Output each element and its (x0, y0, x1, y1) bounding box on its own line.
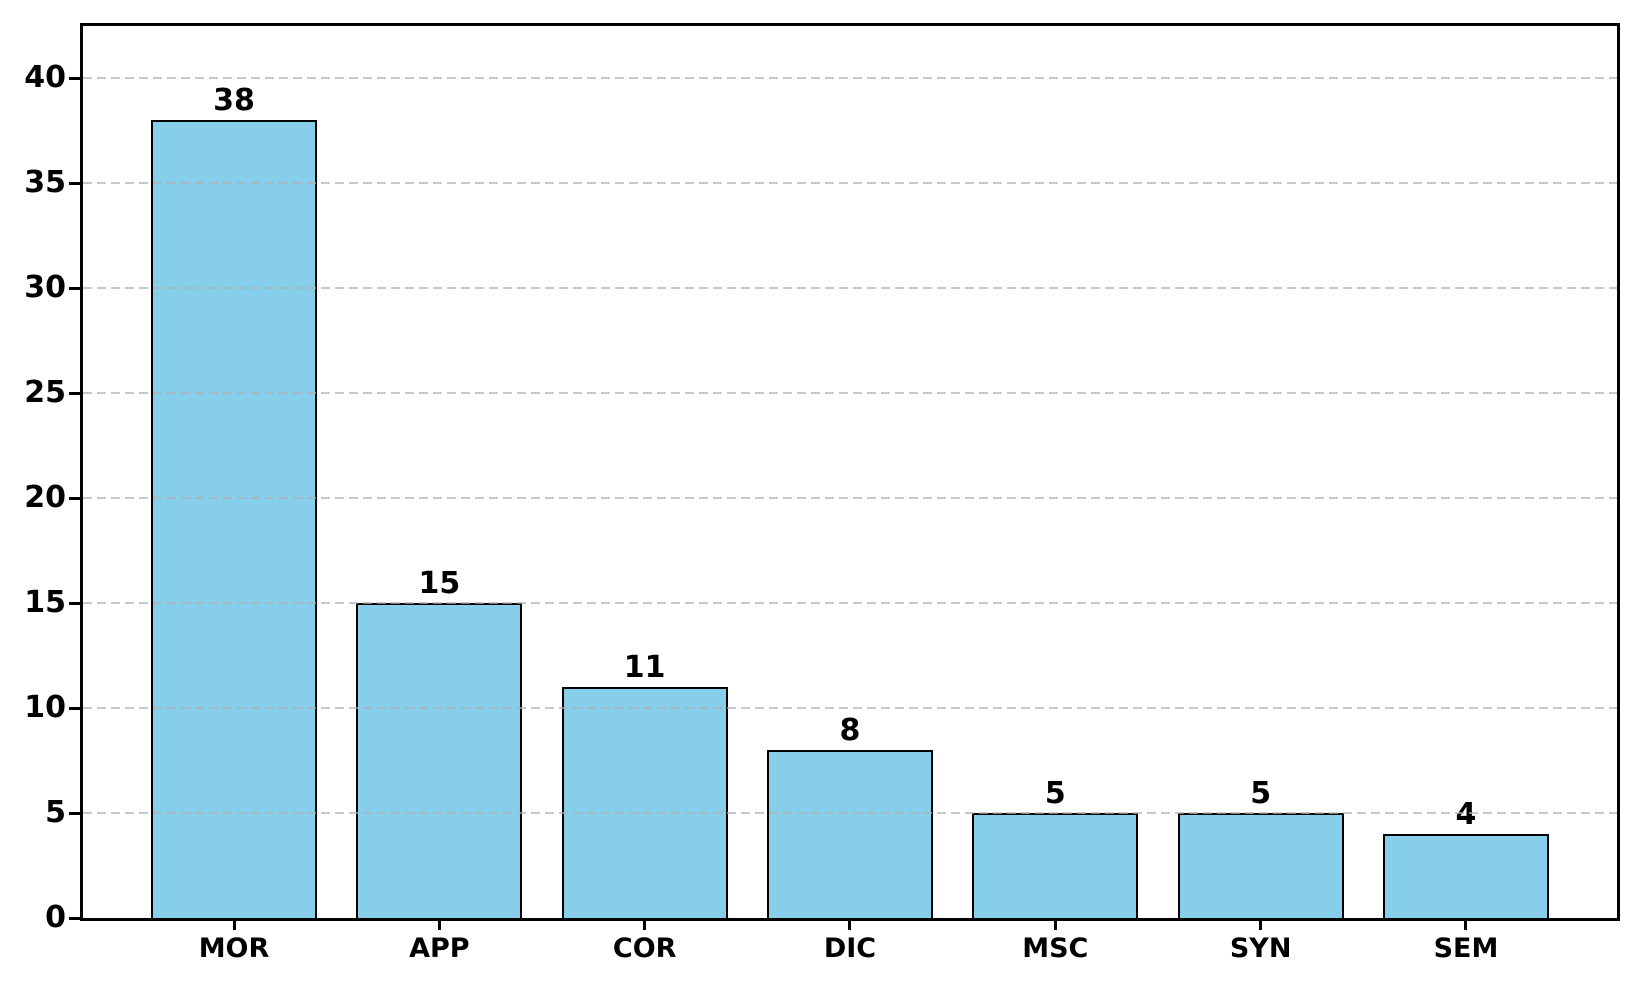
x-tick-mark (643, 921, 647, 930)
y-tick-label: 10 (24, 690, 66, 726)
x-tick-label: SEM (1433, 933, 1499, 964)
y-axis: 0 5 10 15 20 25 30 35 40 (0, 26, 80, 934)
x-tick-mark (1464, 921, 1468, 930)
bars-layer: 38 15 11 8 5 5 4 (83, 26, 1617, 918)
y-tick-label: 40 (24, 60, 66, 96)
bar: 5 (972, 779, 1139, 918)
x-axis-cell: MOR (151, 921, 317, 964)
x-tick-mark (1053, 921, 1057, 930)
x-tick-label: APP (409, 933, 470, 964)
bar: 5 (1177, 779, 1344, 918)
bar: 8 (766, 716, 933, 918)
bar-value-label: 4 (1455, 797, 1477, 833)
y-tick-label: 25 (24, 375, 66, 411)
x-tick-label: DIC (823, 933, 877, 964)
x-tick-mark (848, 921, 852, 930)
y-tick-label: 30 (24, 270, 66, 306)
y-tick-label: 35 (24, 165, 66, 201)
y-tick-mark (69, 391, 80, 395)
bar-value-label: 5 (1250, 776, 1272, 812)
plot-area: 38 15 11 8 5 5 4 (80, 23, 1620, 921)
y-tick-mark (69, 286, 80, 290)
y-tick-label: 20 (24, 480, 66, 516)
bar-value-label: 5 (1044, 776, 1066, 812)
y-tick-mark (69, 706, 80, 710)
bar: 38 (151, 86, 317, 918)
bar: 11 (561, 653, 728, 918)
x-tick-label: COR (612, 933, 677, 964)
x-tick-mark (1259, 921, 1263, 930)
x-tick-label: SYN (1229, 933, 1292, 964)
x-tick-mark (232, 921, 236, 930)
y-tick-label: 15 (24, 585, 66, 621)
y-tick-mark (69, 811, 80, 815)
bar-value-label: 38 (213, 83, 255, 119)
y-tick-label: 5 (45, 795, 66, 831)
x-tick-label: MSC (1022, 933, 1089, 964)
x-axis: MOR APP COR DIC MSC SYN SEM (83, 921, 1617, 964)
x-axis-cell: SEM (1383, 921, 1549, 964)
y-tick-mark (69, 916, 80, 920)
x-axis-cell: DIC (767, 921, 933, 964)
bar-value-label: 15 (418, 566, 461, 602)
x-axis-cell: COR (562, 921, 728, 964)
y-tick-mark (69, 601, 80, 605)
y-tick-mark (69, 76, 80, 80)
x-axis-cell: APP (356, 921, 522, 964)
y-tick-mark (69, 181, 80, 185)
bar-value-label: 8 (839, 713, 861, 749)
bar-value-label: 11 (623, 650, 666, 686)
x-tick-mark (437, 921, 441, 930)
bar: 4 (1382, 800, 1549, 918)
x-axis-cell: SYN (1178, 921, 1344, 964)
x-axis-cell: MSC (972, 921, 1138, 964)
y-tick-label: 0 (45, 900, 66, 935)
y-tick-mark (69, 496, 80, 500)
x-tick-label: MOR (198, 933, 270, 964)
bar: 15 (356, 569, 523, 918)
